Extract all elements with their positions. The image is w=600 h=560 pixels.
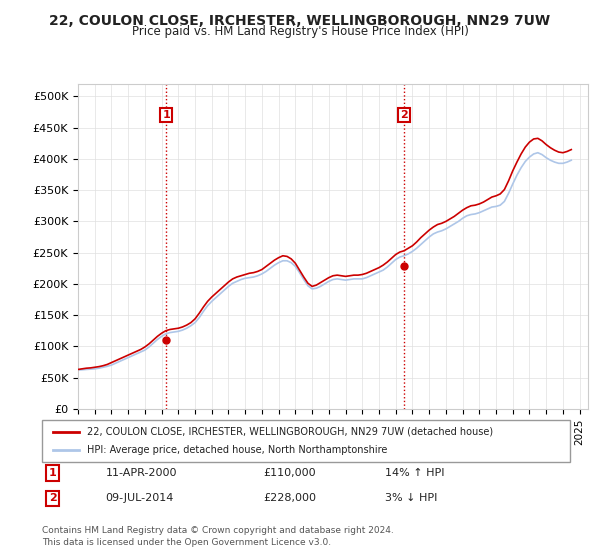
Text: 11-APR-2000: 11-APR-2000 [106,468,177,478]
Text: 09-JUL-2014: 09-JUL-2014 [106,493,174,503]
Text: 2: 2 [401,110,408,120]
Text: 2: 2 [49,493,56,503]
Text: £110,000: £110,000 [264,468,316,478]
Text: 1: 1 [49,468,56,478]
Text: HPI: Average price, detached house, North Northamptonshire: HPI: Average price, detached house, Nort… [87,445,387,455]
Text: £228,000: £228,000 [264,493,317,503]
Text: This data is licensed under the Open Government Licence v3.0.: This data is licensed under the Open Gov… [42,538,331,547]
FancyBboxPatch shape [42,420,570,462]
Text: 3% ↓ HPI: 3% ↓ HPI [385,493,437,503]
Text: 1: 1 [163,110,170,120]
Text: 22, COULON CLOSE, IRCHESTER, WELLINGBOROUGH, NN29 7UW: 22, COULON CLOSE, IRCHESTER, WELLINGBORO… [49,14,551,28]
Text: Contains HM Land Registry data © Crown copyright and database right 2024.: Contains HM Land Registry data © Crown c… [42,526,394,535]
Text: 14% ↑ HPI: 14% ↑ HPI [385,468,445,478]
Text: Price paid vs. HM Land Registry's House Price Index (HPI): Price paid vs. HM Land Registry's House … [131,25,469,38]
Text: 22, COULON CLOSE, IRCHESTER, WELLINGBOROUGH, NN29 7UW (detached house): 22, COULON CLOSE, IRCHESTER, WELLINGBORO… [87,427,493,437]
